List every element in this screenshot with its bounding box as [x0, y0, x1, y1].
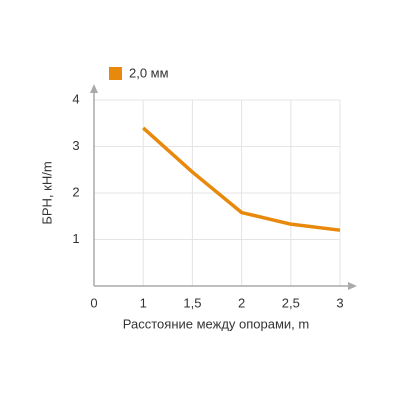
legend-swatch: [109, 67, 122, 80]
legend-label: 2,0 мм: [129, 65, 169, 80]
x-tick-label: 2: [238, 295, 245, 310]
y-axis-arrow: [90, 84, 98, 93]
x-axis-arrow: [348, 282, 357, 290]
y-axis-label: БРН, кН/m: [39, 161, 54, 224]
x-tick-label: 2,5: [282, 295, 300, 310]
y-tick-label: 2: [72, 184, 79, 199]
line: [142, 126, 341, 232]
x-axis-label: Расстояние между опорами, m: [123, 316, 309, 331]
x-tick-label: 1,5: [183, 295, 201, 310]
x-tick-label: 1: [140, 295, 147, 310]
y-tick-label: 3: [72, 138, 79, 153]
y-tick-label: 4: [72, 91, 79, 106]
x-tick-label: 3: [336, 295, 343, 310]
y-tick-label: 1: [72, 231, 79, 246]
x-tick-label: 0: [90, 295, 97, 310]
